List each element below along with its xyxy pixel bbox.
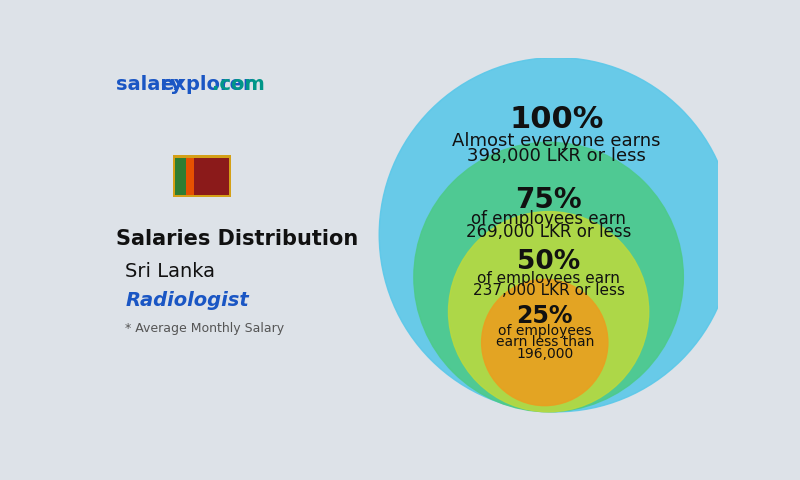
Text: of employees earn: of employees earn: [477, 271, 620, 286]
Bar: [175, 158, 229, 195]
Bar: [186, 158, 194, 195]
Text: of employees earn: of employees earn: [471, 210, 626, 228]
Bar: [173, 156, 231, 197]
Text: 237,000 LKR or less: 237,000 LKR or less: [473, 283, 625, 299]
Text: Radiologist: Radiologist: [125, 291, 249, 310]
Text: 75%: 75%: [515, 186, 582, 214]
Text: Almost everyone earns: Almost everyone earns: [452, 132, 661, 150]
Circle shape: [449, 212, 649, 412]
Text: earn less than: earn less than: [495, 336, 594, 349]
Text: 398,000 LKR or less: 398,000 LKR or less: [467, 147, 646, 165]
Text: * Average Monthly Salary: * Average Monthly Salary: [125, 322, 284, 335]
Circle shape: [414, 142, 683, 412]
Circle shape: [482, 279, 608, 406]
Text: explorer: explorer: [161, 74, 253, 94]
Text: 269,000 LKR or less: 269,000 LKR or less: [466, 223, 631, 241]
Text: Sri Lanka: Sri Lanka: [125, 262, 215, 281]
Text: 25%: 25%: [517, 303, 573, 327]
Text: 196,000: 196,000: [516, 347, 574, 361]
Text: salary: salary: [116, 74, 182, 94]
Text: .com: .com: [212, 74, 265, 94]
Bar: [175, 158, 186, 195]
Text: 100%: 100%: [509, 105, 603, 134]
Text: of employees: of employees: [498, 324, 591, 338]
Text: Salaries Distribution: Salaries Distribution: [116, 228, 358, 249]
Circle shape: [379, 58, 734, 412]
Text: 50%: 50%: [517, 249, 580, 275]
